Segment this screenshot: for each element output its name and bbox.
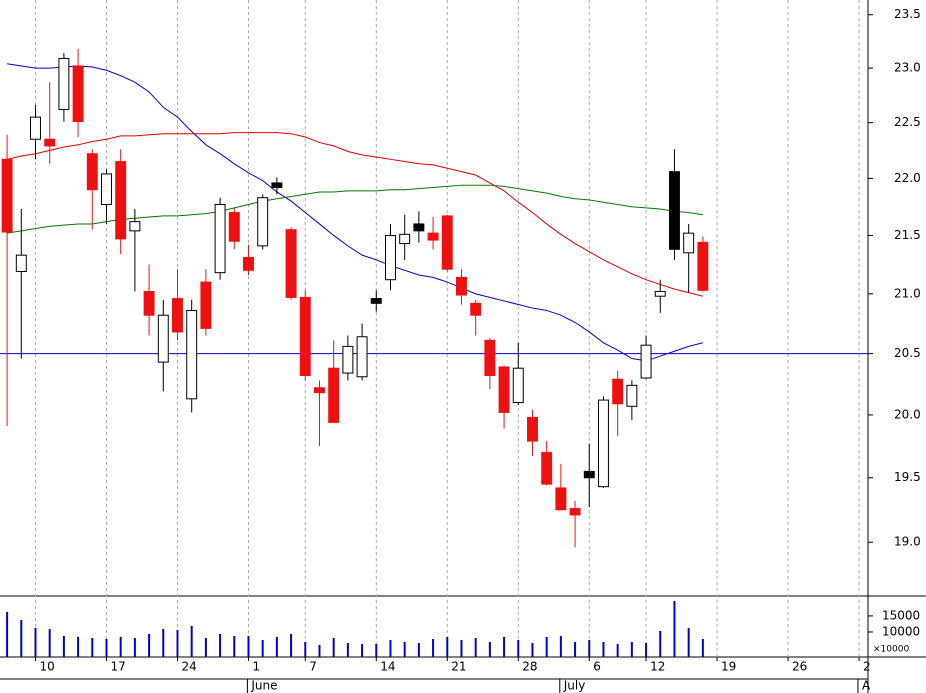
month-label: July — [563, 679, 586, 693]
month-label: June — [250, 679, 277, 693]
candle-body — [385, 234, 396, 281]
candle-body — [214, 203, 226, 274]
x-tick-label: 2 — [863, 660, 871, 674]
candle-body — [541, 451, 553, 485]
x-tick-label: 7 — [309, 660, 317, 674]
y-tick-label: 23.0 — [894, 61, 921, 75]
candle-body — [555, 487, 567, 511]
x-tick-label: 17 — [110, 660, 125, 674]
y-tick-label: 20.5 — [894, 346, 921, 360]
candle-body — [257, 197, 269, 247]
y-tick-label: 19.5 — [894, 470, 921, 484]
candle-body — [597, 399, 609, 488]
candle-body — [285, 229, 297, 298]
x-tick-label: 21 — [451, 660, 466, 674]
x-tick-label: 6 — [593, 660, 601, 674]
candle-body — [200, 281, 212, 329]
y-tick-label: 19.0 — [894, 535, 921, 549]
moving-average — [7, 63, 703, 362]
candle-body — [456, 276, 467, 296]
candle-body — [101, 173, 112, 205]
y-tick-label: 23.5 — [894, 7, 921, 21]
candle-body — [484, 339, 496, 377]
candle-body — [683, 232, 695, 254]
candle-body — [30, 116, 41, 140]
x-tick-label: 14 — [380, 660, 395, 674]
candle-body — [668, 171, 680, 250]
candle-body — [115, 161, 127, 240]
month-label: A — [862, 679, 871, 693]
candle-body — [427, 232, 439, 241]
candle-body — [58, 57, 70, 110]
x-tick-label: 10 — [39, 660, 54, 674]
volume-tick-label: 15000 — [882, 608, 920, 622]
candle-body — [697, 241, 709, 291]
moving-average — [6, 132, 703, 297]
candle-body — [271, 182, 283, 188]
y-tick-label: 22.5 — [894, 115, 921, 129]
candle-body — [328, 367, 340, 423]
candle-body — [157, 314, 169, 363]
candle-body — [186, 309, 198, 400]
candle-body — [498, 366, 510, 413]
x-tick-label: 24 — [181, 660, 196, 674]
candle-body — [86, 153, 98, 191]
candle-body — [15, 254, 27, 272]
candle-body — [299, 296, 311, 377]
candle-body — [583, 470, 595, 479]
candle-body — [512, 367, 524, 404]
candle-body — [1, 158, 13, 233]
candle-body — [129, 221, 141, 232]
candle-body — [413, 223, 425, 232]
candle-body — [44, 138, 56, 147]
candle-body — [569, 507, 581, 516]
candle-body — [370, 298, 382, 304]
candle-body — [527, 416, 538, 442]
candle-body — [441, 215, 453, 270]
y-tick-label: 22.0 — [894, 171, 921, 185]
y-tick-label: 21.0 — [894, 286, 921, 300]
x-tick-label: 28 — [522, 660, 537, 674]
x-tick-label: 1 — [252, 660, 260, 674]
x-tick-label: 26 — [792, 660, 807, 674]
x-tick-label: 19 — [721, 660, 736, 674]
candle-body — [356, 336, 368, 378]
candle-body — [172, 298, 183, 333]
candle-body — [72, 65, 84, 123]
candle-body — [640, 344, 652, 379]
volume-tick-label: 10000 — [882, 624, 920, 638]
x-tick-label: 12 — [650, 660, 665, 674]
candle-body — [342, 345, 354, 374]
candle-body — [626, 384, 638, 407]
candle-body — [314, 387, 325, 394]
y-tick-label: 21.5 — [894, 228, 921, 242]
volume-unit: ×10000 — [873, 645, 909, 655]
candle-body — [228, 211, 240, 242]
candle-body — [143, 290, 155, 316]
y-tick-label: 20.0 — [894, 407, 921, 421]
candle-body — [399, 233, 411, 245]
candle-body — [470, 302, 482, 316]
candle-body — [612, 378, 624, 405]
candle-body — [243, 256, 254, 271]
candle-body — [654, 290, 666, 297]
